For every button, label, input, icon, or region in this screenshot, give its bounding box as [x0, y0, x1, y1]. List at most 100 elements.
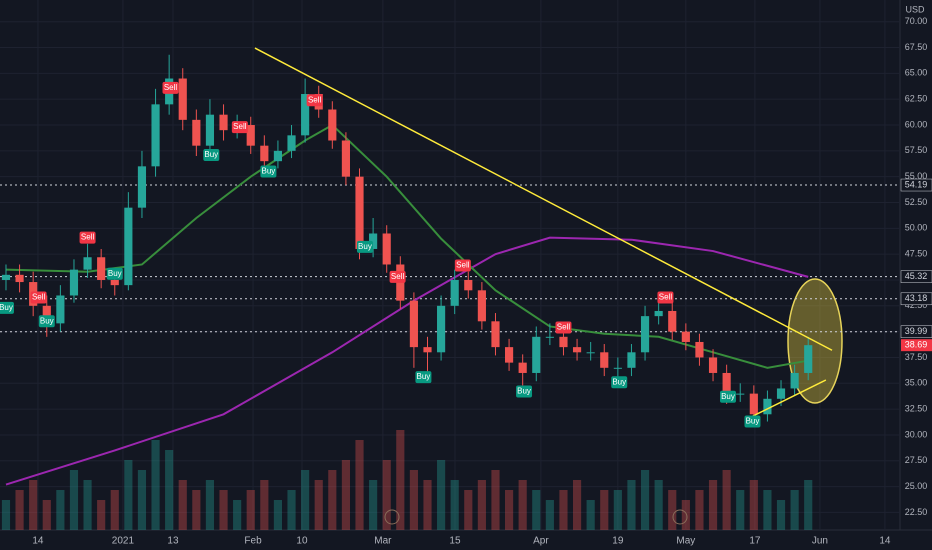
signal-badge [719, 390, 736, 403]
volume-bar [518, 480, 527, 530]
candle-body [776, 388, 786, 399]
candle-body [260, 145, 269, 162]
signal-label: Buy [746, 417, 760, 426]
signal-badge [38, 315, 55, 328]
signal-badge [231, 121, 248, 134]
trendline [254, 47, 833, 351]
candle-body [246, 125, 255, 146]
y-tick-label: 47.50 [905, 249, 928, 259]
candle-body [56, 295, 65, 324]
signal-label: Sell [32, 293, 46, 302]
x-tick-label: Apr [533, 536, 549, 547]
signal-label: Sell [308, 95, 322, 104]
volume-bar [260, 480, 269, 530]
volume-bar [776, 500, 786, 530]
price-label: 39.99 [905, 326, 928, 336]
signal-badge [389, 270, 406, 283]
candle-body [219, 114, 228, 131]
candle-body [192, 119, 201, 146]
price-label: 43.18 [905, 293, 928, 303]
candle-body [341, 140, 350, 177]
event-icon[interactable] [384, 509, 400, 525]
signal-badge [555, 321, 572, 334]
y-tick-label: 42.50 [905, 300, 928, 310]
volume-bar [437, 460, 446, 530]
x-tick-label: 2021 [112, 536, 135, 547]
volume-bar [205, 480, 215, 530]
volume-bar [69, 470, 79, 530]
signal-badge [162, 81, 179, 94]
volume-bar [369, 480, 378, 530]
candle-body [355, 176, 364, 249]
candle-body [681, 331, 690, 342]
y-tick-label: 67.50 [905, 42, 928, 52]
y-tick-label: 22.50 [905, 507, 928, 517]
signal-label: Sell [391, 272, 405, 281]
y-tick-label: 55.00 [905, 171, 928, 181]
volume-bar [83, 480, 92, 530]
signal-label: Buy [358, 242, 372, 251]
candle-body [437, 305, 446, 353]
volume-bar [97, 500, 106, 530]
volume-bar [382, 460, 391, 530]
x-tick-label: 14 [879, 536, 891, 547]
volume-bar [287, 490, 296, 530]
signal-label: Buy [721, 392, 735, 401]
signal-label: Buy [262, 167, 276, 176]
signal-badge [30, 291, 47, 304]
candle-body [532, 336, 541, 373]
signal-badge [657, 291, 674, 304]
x-tick-label: 15 [449, 536, 461, 547]
candle-body [382, 233, 391, 265]
candle-body [613, 367, 622, 369]
volume-bar [165, 450, 174, 530]
candle-body [763, 398, 772, 415]
signal-badge [106, 267, 123, 280]
last-price-label: 38.69 [905, 340, 928, 350]
candle-body [273, 150, 283, 162]
candle-body [600, 352, 609, 368]
volume-bar [301, 470, 310, 530]
volume-bar [450, 480, 459, 530]
candle-body [15, 274, 24, 283]
signal-label: Buy [40, 316, 54, 325]
price-label-bg [900, 178, 932, 192]
candle-body [477, 290, 486, 322]
signal-label: Sell [557, 323, 571, 332]
y-tick-label: 37.50 [905, 352, 928, 362]
candle-body [287, 135, 296, 151]
candle-body [736, 393, 745, 395]
volume-bar [695, 490, 704, 530]
x-tick-label: 19 [612, 536, 624, 547]
signal-label: Buy [417, 372, 431, 381]
price-label-bg [900, 270, 932, 283]
candle-body [69, 269, 79, 296]
volume-bar [600, 490, 609, 530]
volume-bar [763, 490, 772, 530]
price-label-bg [900, 325, 932, 338]
signal-badge [203, 148, 220, 161]
signal-label: Sell [164, 83, 178, 92]
candle-body [83, 257, 92, 270]
volume-bar [464, 490, 473, 530]
candle-body [178, 78, 187, 120]
volume-bar [423, 480, 432, 530]
signal-label: Sell [659, 293, 673, 302]
candle-body [42, 305, 51, 324]
volume-bar [722, 470, 731, 530]
volume-bar [355, 440, 364, 530]
event-icon[interactable] [672, 509, 688, 525]
x-tick-label: 10 [296, 536, 308, 547]
signal-label: Sell [233, 122, 247, 131]
volume-bar [572, 480, 582, 530]
signal-badge [744, 415, 761, 428]
currency: USD [905, 4, 925, 14]
candle-body [804, 345, 813, 373]
y-tick-label: 25.00 [905, 481, 928, 491]
volume-bar [640, 470, 650, 530]
y-tick-label: 60.00 [905, 119, 928, 129]
volume-bar [328, 470, 337, 530]
